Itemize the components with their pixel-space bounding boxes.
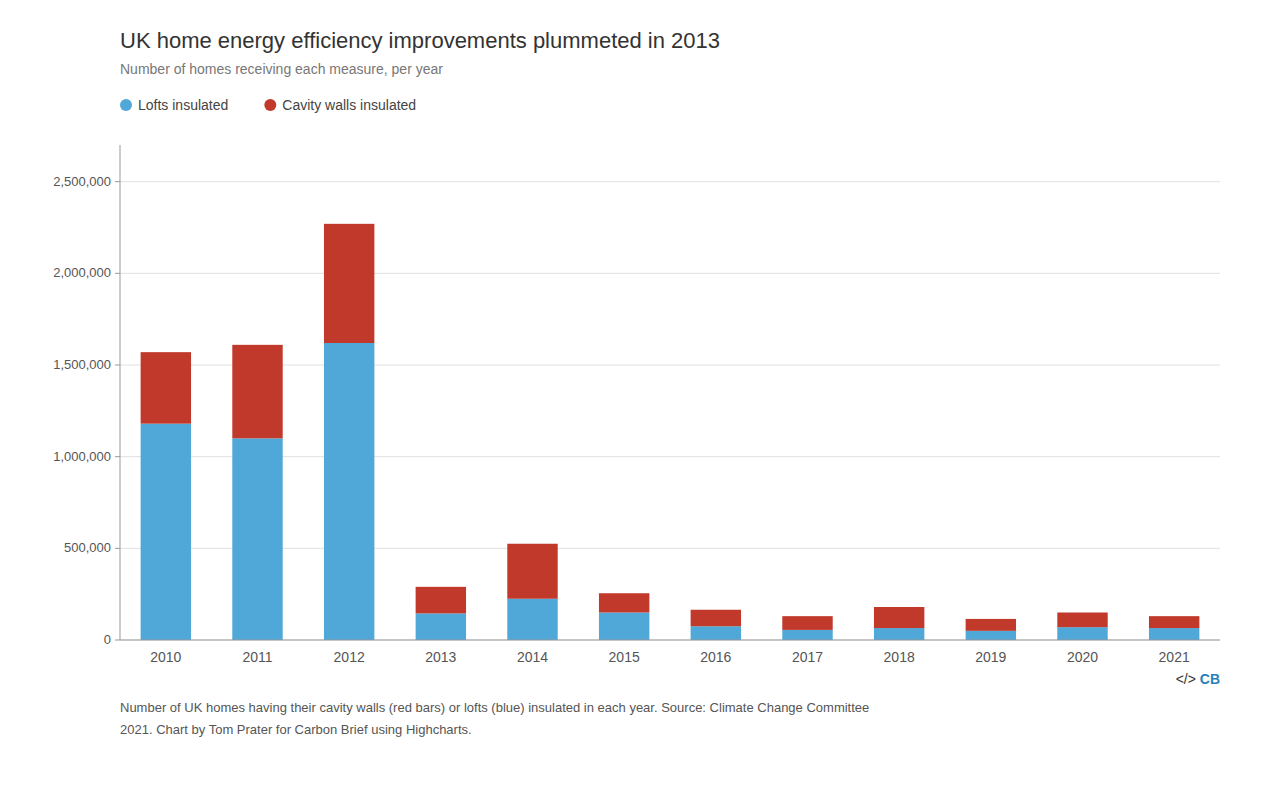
bar (1149, 628, 1199, 640)
bar (874, 607, 924, 628)
tick-mark (115, 273, 120, 274)
tick-label: 2016 (700, 649, 731, 665)
grid-line (120, 640, 1220, 641)
x-axis: 2010 2011 2012 2013 2014 2015 2016 2017 2018 2019… (120, 640, 1220, 665)
footer-text: Number of UK homes having their cavity w… (120, 700, 869, 715)
tick-label: 2020 (1067, 649, 1098, 665)
tick-label: 1,500,000 (53, 357, 111, 372)
tick-label: 2010 (150, 649, 181, 665)
bar (324, 224, 374, 343)
annotation-part: . Chart by Tom Prater for Carbon Brief u… (149, 722, 406, 737)
tick-label: 2015 (609, 649, 640, 665)
grid-line (120, 273, 1220, 274)
tick-label: 2012 (334, 649, 365, 665)
legend: Lofts insulated Cavity walls insulated (120, 97, 416, 113)
tick-label: 2013 (425, 649, 456, 665)
annotation-part: Highcharts (406, 722, 469, 737)
tick-label: 0 (104, 632, 111, 647)
bar (874, 628, 924, 640)
tick-label: 2,000,000 (53, 265, 111, 280)
legend-label: Lofts insulated (138, 97, 228, 113)
annotations: Number of UK homes having their cavity w… (120, 671, 1220, 737)
bar (141, 424, 191, 640)
bar (966, 631, 1016, 640)
tick-label: 1,000,000 (53, 449, 111, 464)
tick-label: 2017 (792, 649, 823, 665)
bar (507, 599, 557, 640)
bar (599, 593, 649, 612)
axis-line (120, 145, 121, 640)
tick-label: 2,500,000 (53, 174, 111, 189)
tick-mark (115, 181, 120, 182)
bar (966, 619, 1016, 631)
bar (232, 345, 282, 439)
tick-mark (115, 640, 120, 641)
legend-swatch (120, 99, 132, 111)
tick-mark (115, 456, 120, 457)
bar (141, 352, 191, 424)
watermark: </> CB (1176, 671, 1220, 687)
grid-line (120, 456, 1220, 457)
title: UK home energy efficiency improvements p… (120, 28, 720, 53)
tick-label: 2011 (242, 649, 272, 665)
grid-line (120, 365, 1220, 366)
subtitle: Number of homes receiving each measure, … (120, 61, 443, 77)
y-axis: 0 500,000 1,000,000 1,500,000 2,000,000 2,500… (53, 145, 1220, 647)
annotation-part: 2021 (120, 722, 149, 737)
tick-label: 500,000 (64, 540, 111, 555)
legend-label: Cavity walls insulated (282, 97, 416, 113)
annotation-part: Climate Change Committee (710, 700, 870, 715)
grid-line (120, 548, 1220, 549)
legend-swatch (264, 99, 276, 111)
annotation-part: . (468, 722, 472, 737)
bar (1057, 613, 1107, 628)
bars (141, 224, 1200, 640)
bar (599, 613, 649, 641)
tick-mark (115, 548, 120, 549)
annotation-part: Number of UK homes having their cavity w… (120, 700, 710, 715)
grid-line (120, 181, 1220, 182)
bar (416, 613, 466, 640)
tick-label: 2021 (1159, 649, 1190, 665)
bar (324, 343, 374, 640)
bar (416, 587, 466, 614)
bar (232, 438, 282, 640)
tick-label: 2019 (975, 649, 1006, 665)
chart: UK home energy efficiency improvements p… (0, 0, 1280, 800)
tick-label: 2018 (884, 649, 915, 665)
bar (782, 616, 832, 630)
annotation-part: CB (1200, 671, 1220, 687)
bar (691, 610, 741, 627)
annotation-part: </> (1176, 671, 1200, 687)
tick-label: 2014 (517, 649, 548, 665)
footer-text: 2021. Chart by Tom Prater for Carbon Bri… (120, 722, 472, 737)
bar (1149, 616, 1199, 628)
bar (507, 544, 557, 599)
bar (1057, 627, 1107, 640)
bar (691, 626, 741, 640)
axis-line (120, 640, 1220, 641)
tick-mark (115, 365, 120, 366)
bar (782, 630, 832, 640)
